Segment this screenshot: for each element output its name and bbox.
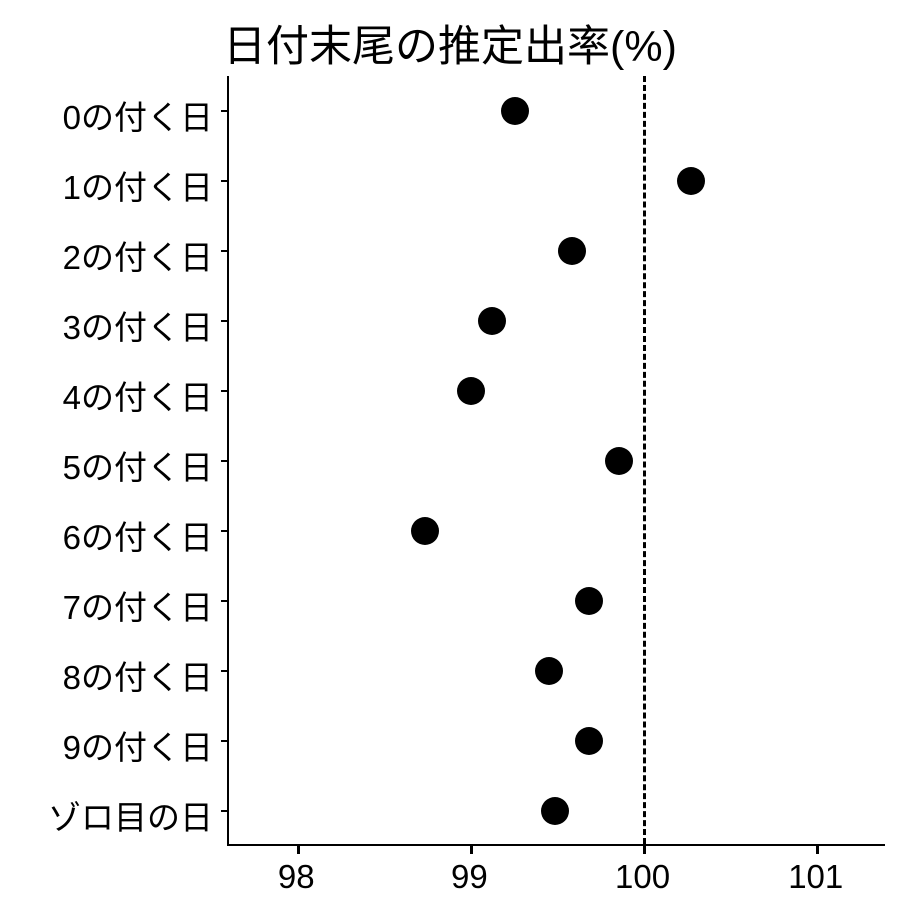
x-tick (297, 846, 300, 854)
x-tick (643, 846, 646, 854)
x-tick (816, 846, 819, 854)
y-tick (221, 320, 229, 323)
data-point (535, 657, 563, 685)
y-axis-label: 4の付く日 (3, 371, 213, 419)
data-point (575, 587, 603, 615)
data-point (411, 517, 439, 545)
y-axis-label: 3の付く日 (3, 301, 213, 349)
y-tick (221, 740, 229, 743)
y-axis-label: 1の付く日 (3, 161, 213, 209)
y-axis-label: 8の付く日 (3, 651, 213, 699)
plot-area (227, 76, 885, 846)
y-tick (221, 180, 229, 183)
y-axis-label: 0の付く日 (3, 91, 213, 139)
chart-title: 日付末尾の推定出率(%) (0, 12, 900, 74)
y-tick (221, 530, 229, 533)
y-tick (221, 110, 229, 113)
x-axis-label: 98 (278, 858, 315, 896)
x-axis-label: 101 (788, 858, 843, 896)
x-axis-label: 99 (451, 858, 488, 896)
y-tick (221, 250, 229, 253)
y-tick (221, 390, 229, 393)
chart-container: 日付末尾の推定出率(%) 0の付く日 1の付く日 2の付く日 3の付く日 4の付く日 5の… (0, 0, 900, 900)
data-point (457, 377, 485, 405)
x-axis-label: 100 (615, 858, 670, 896)
data-point (677, 167, 705, 195)
y-tick (221, 600, 229, 603)
y-axis-label: 7の付く日 (3, 581, 213, 629)
y-axis-label: 6の付く日 (3, 511, 213, 559)
data-point (541, 797, 569, 825)
data-point (575, 727, 603, 755)
y-tick (221, 460, 229, 463)
data-point (501, 97, 529, 125)
y-axis-label: ゾロ目の日 (3, 791, 213, 839)
y-axis-label: 9の付く日 (3, 721, 213, 769)
x-tick (470, 846, 473, 854)
data-point (605, 447, 633, 475)
reference-line (643, 76, 646, 844)
y-tick (221, 670, 229, 673)
y-axis-label: 5の付く日 (3, 441, 213, 489)
data-point (558, 237, 586, 265)
data-point (478, 307, 506, 335)
y-tick (221, 810, 229, 813)
y-axis-label: 2の付く日 (3, 231, 213, 279)
